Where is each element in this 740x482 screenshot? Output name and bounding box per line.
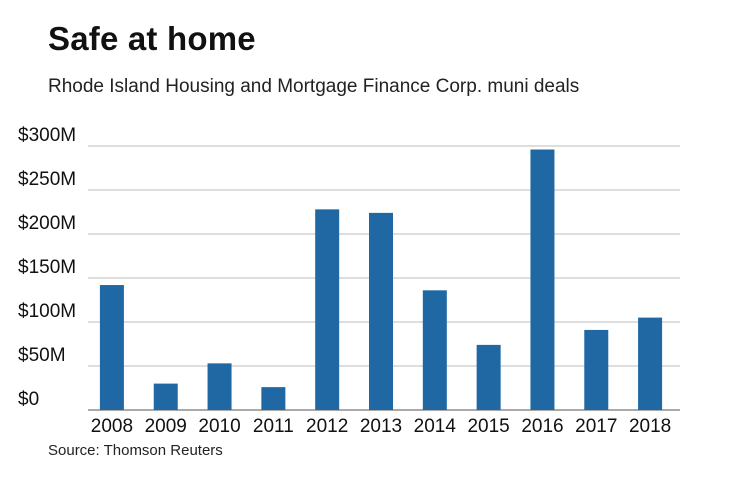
chart-subtitle: Rhode Island Housing and Mortgage Financ…	[48, 76, 580, 97]
y-axis-labels: $0 $50M $100M $150M $200M $250M $300M	[18, 125, 76, 410]
x-tick-label: 2014	[414, 416, 457, 437]
bar-2015	[476, 344, 501, 410]
bar-2012	[315, 209, 340, 410]
x-tick-label: 2015	[467, 416, 509, 437]
bars	[99, 149, 663, 410]
y-tick-label: $300M	[18, 125, 76, 146]
bar-2018	[638, 317, 663, 410]
bar-2014	[422, 290, 447, 410]
x-tick-label: 2010	[198, 416, 240, 437]
y-tick-label: $150M	[18, 257, 76, 278]
bar-2011	[261, 387, 286, 410]
x-tick-label: 2013	[360, 416, 402, 437]
chart-title: Safe at home	[48, 20, 256, 57]
x-tick-label: 2011	[253, 416, 294, 437]
x-axis-labels: 2008 2009 2010 2011 2012 2013 2014 2015 2016 2017…	[91, 416, 671, 437]
bar-2016	[530, 149, 555, 410]
y-tick-label: $100M	[18, 301, 76, 322]
bar-2009	[153, 383, 178, 410]
bar-2008	[99, 285, 124, 410]
x-tick-label: 2017	[575, 416, 617, 437]
source-note: Source: Thomson Reuters	[48, 442, 223, 459]
x-tick-label: 2016	[521, 416, 563, 437]
x-tick-label: 2018	[629, 416, 671, 437]
y-tick-label: $250M	[18, 169, 76, 190]
x-tick-label: 2009	[145, 416, 187, 437]
bar-2017	[584, 329, 609, 410]
y-tick-label: $0	[18, 389, 39, 410]
x-tick-label: 2012	[306, 416, 348, 437]
bar-2013	[369, 212, 393, 410]
x-tick-label: 2008	[91, 416, 133, 437]
y-tick-label: $50M	[18, 345, 66, 366]
y-tick-label: $200M	[18, 213, 76, 234]
bar-2010	[207, 363, 232, 410]
